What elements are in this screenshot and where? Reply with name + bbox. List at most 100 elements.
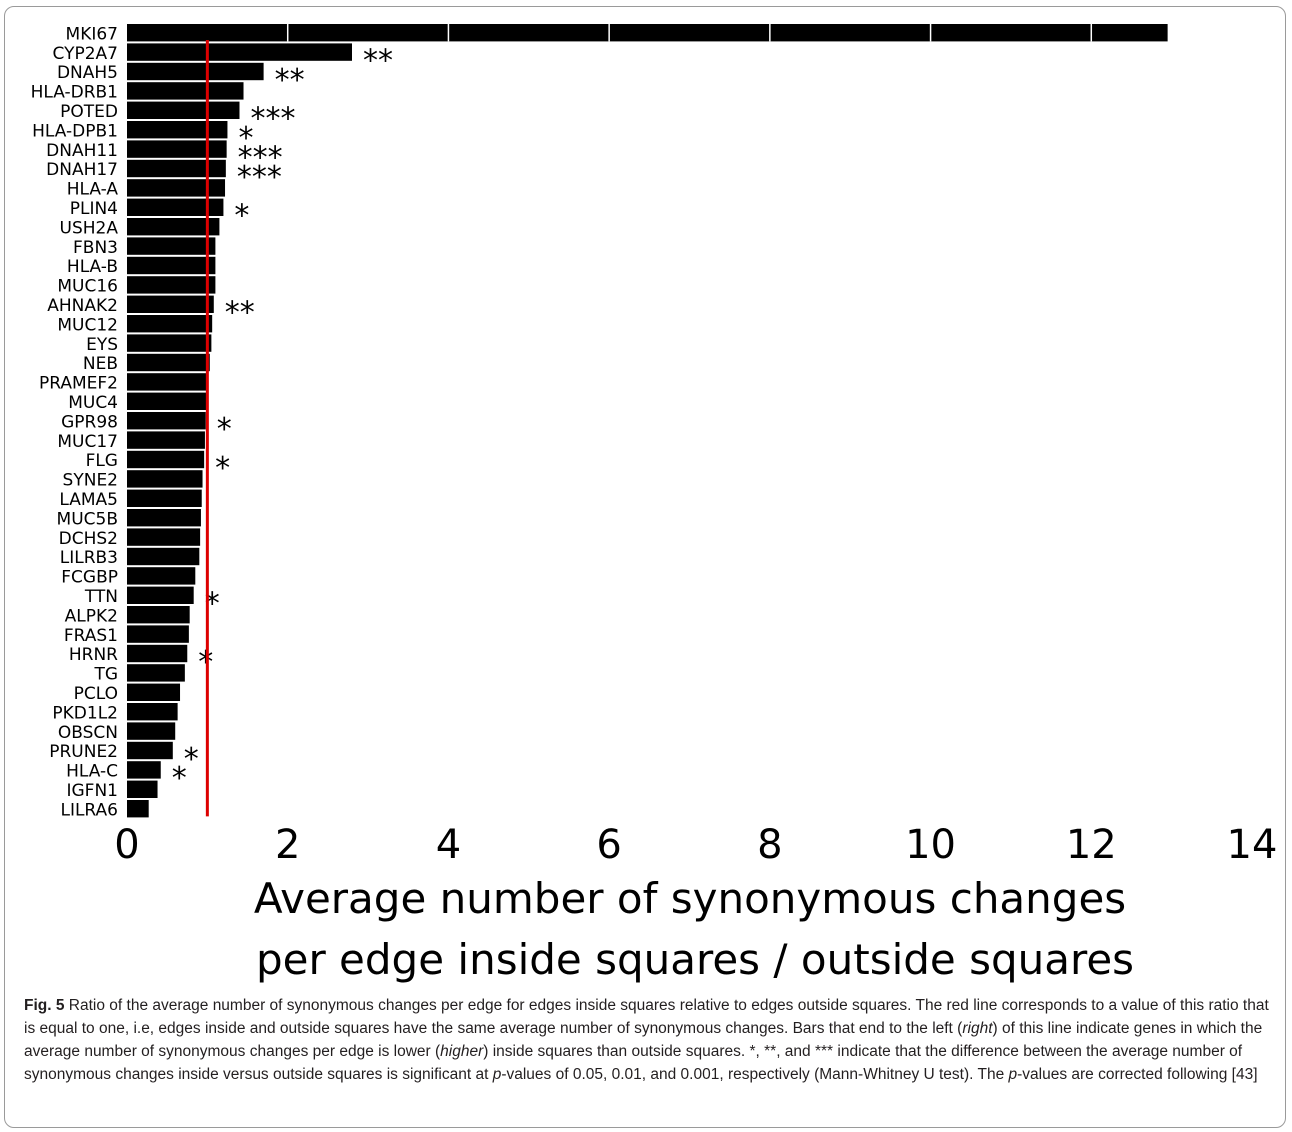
figure-caption: Fig. 5 Ratio of the average number of sy… [24, 994, 1272, 1086]
bar-lama5 [127, 489, 202, 507]
gene-label-pkd1l2: PKD1L2 [52, 703, 118, 723]
significance-marker: *** [251, 102, 296, 137]
bar-dnah17 [127, 159, 226, 178]
significance-marker: * [198, 645, 213, 680]
figure-frame [4, 6, 1286, 1128]
gene-label-syne2: SYNE2 [63, 471, 118, 491]
gene-label-eys: EYS [86, 335, 118, 355]
bar-ush2a [127, 218, 220, 236]
gene-label-lilrb3: LILRB3 [60, 548, 118, 568]
bar-hla-b [127, 256, 216, 275]
bar-chart: MKI67CYP2A7DNAH5HLA-DRB1POTEDHLA-DPB1DNA… [31, 24, 1277, 984]
bar-fbn3 [127, 237, 216, 255]
gene-label-pclo: PCLO [74, 684, 118, 704]
gene-label-hla-b: HLA-B [67, 257, 118, 277]
bar-dnah5 [127, 62, 264, 81]
significance-markers: *********************** [172, 43, 393, 796]
bar-dchs2 [127, 528, 201, 546]
x-axis-label-line-2: per edge inside squares / outside square… [256, 935, 1134, 984]
caption-text-2: ) of this line indicate genes in which t… [24, 1020, 1263, 1060]
gene-label-fras1: FRAS1 [64, 626, 118, 646]
bar-fcgbp [127, 567, 196, 585]
bar-gpr98 [127, 412, 206, 430]
gene-label-muc17: MUC17 [57, 432, 118, 452]
gene-label-pramef2: PRAMEF2 [39, 374, 118, 394]
bar-dnah11 [127, 140, 227, 158]
gene-label-muc5b: MUC5B [57, 509, 118, 529]
caption-text-1: Ratio of the average number of synonymou… [24, 997, 1269, 1037]
significance-marker: * [172, 761, 187, 796]
gene-label-dnah5: DNAH5 [57, 63, 118, 83]
bar-poted [127, 101, 240, 119]
caption-text-5: -values are corrected following [43] [1017, 1066, 1258, 1083]
gene-label-flg: FLG [86, 451, 118, 471]
bar-prune2 [127, 741, 173, 760]
gene-label-muc12: MUC12 [57, 315, 118, 335]
bar-fras1 [127, 625, 189, 643]
bar-alpk2 [127, 606, 190, 624]
bar-eys [127, 334, 212, 352]
bar-lilra6 [127, 800, 149, 818]
x-tick-label: 2 [275, 822, 300, 868]
gene-label-dchs2: DCHS2 [59, 529, 118, 549]
bar-lilrb3 [127, 547, 200, 566]
gene-label-obscn: OBSCN [58, 723, 118, 743]
bar-hla-dpb1 [127, 121, 228, 139]
gene-label-gpr98: GPR98 [61, 412, 118, 432]
caption-text-4: -values of 0.05, 0.01, and 0.001, respec… [501, 1066, 1009, 1083]
bar-tg [127, 664, 185, 682]
bar-hla-c [127, 761, 161, 779]
bar-pramef2 [127, 373, 208, 391]
caption-italic-higher: higher [440, 1043, 484, 1060]
bar-syne2 [127, 470, 203, 488]
gene-label-lama5: LAMA5 [59, 490, 118, 510]
x-tick-label: 4 [436, 822, 461, 868]
caption-text-3: ) inside squares than outside squares. *… [24, 1043, 1243, 1083]
significance-marker: ** [225, 296, 255, 331]
significance-marker: ** [275, 63, 305, 98]
bar-flg [127, 450, 205, 469]
gene-label-fcgbp: FCGBP [61, 568, 118, 588]
gene-label-cyp2a7: CYP2A7 [53, 44, 118, 64]
bar-pclo [127, 683, 181, 701]
bar-muc17 [127, 431, 205, 449]
gene-label-dnah17: DNAH17 [46, 160, 118, 180]
x-tick-label: 12 [1066, 822, 1117, 868]
significance-marker: * [238, 121, 253, 156]
gene-label-hla-a: HLA-A [67, 180, 119, 200]
gene-label-dnah11: DNAH11 [46, 141, 118, 161]
bar-igfn1 [127, 780, 158, 798]
x-tick-label: 10 [905, 822, 956, 868]
bar-pkd1l2 [127, 703, 178, 721]
gene-label-plin4: PLIN4 [70, 199, 118, 219]
bar-mki67 [127, 24, 1168, 42]
bar-ahnak2 [127, 295, 214, 313]
bar-muc12 [127, 315, 213, 333]
significance-marker: * [184, 742, 199, 777]
gene-label-hla-drb1: HLA-DRB1 [31, 83, 118, 103]
gene-label-mki67: MKI67 [66, 24, 118, 44]
x-tick-label: 8 [757, 822, 782, 868]
gene-label-prune2: PRUNE2 [49, 742, 118, 762]
bar-hrnr [127, 644, 188, 663]
bar-plin4 [127, 198, 224, 216]
bar-hla-a [127, 179, 226, 197]
gene-label-muc16: MUC16 [57, 277, 118, 297]
x-tick-label: 0 [114, 822, 139, 868]
caption-italic-p-2: p [1008, 1066, 1018, 1083]
gene-labels: MKI67CYP2A7DNAH5HLA-DRB1POTEDHLA-DPB1DNA… [31, 24, 119, 820]
bar-muc4 [127, 392, 208, 410]
x-tick-label: 6 [596, 822, 621, 868]
bar-muc5b [127, 509, 201, 527]
x-axis-ticks: 0 2 4 6 8 10 12 14 [114, 822, 1277, 868]
gene-label-hla-c: HLA-C [66, 762, 118, 782]
significance-marker: * [217, 412, 232, 447]
bar-ttn [127, 586, 194, 604]
gene-label-muc4: MUC4 [68, 393, 118, 413]
gene-label-hla-dpb1: HLA-DPB1 [32, 121, 118, 141]
bar-muc16 [127, 276, 216, 294]
bar-neb [127, 353, 210, 372]
gene-label-igfn1: IGFN1 [67, 781, 119, 801]
bar-cyp2a7 [127, 43, 352, 61]
bars-layer [127, 24, 1168, 818]
